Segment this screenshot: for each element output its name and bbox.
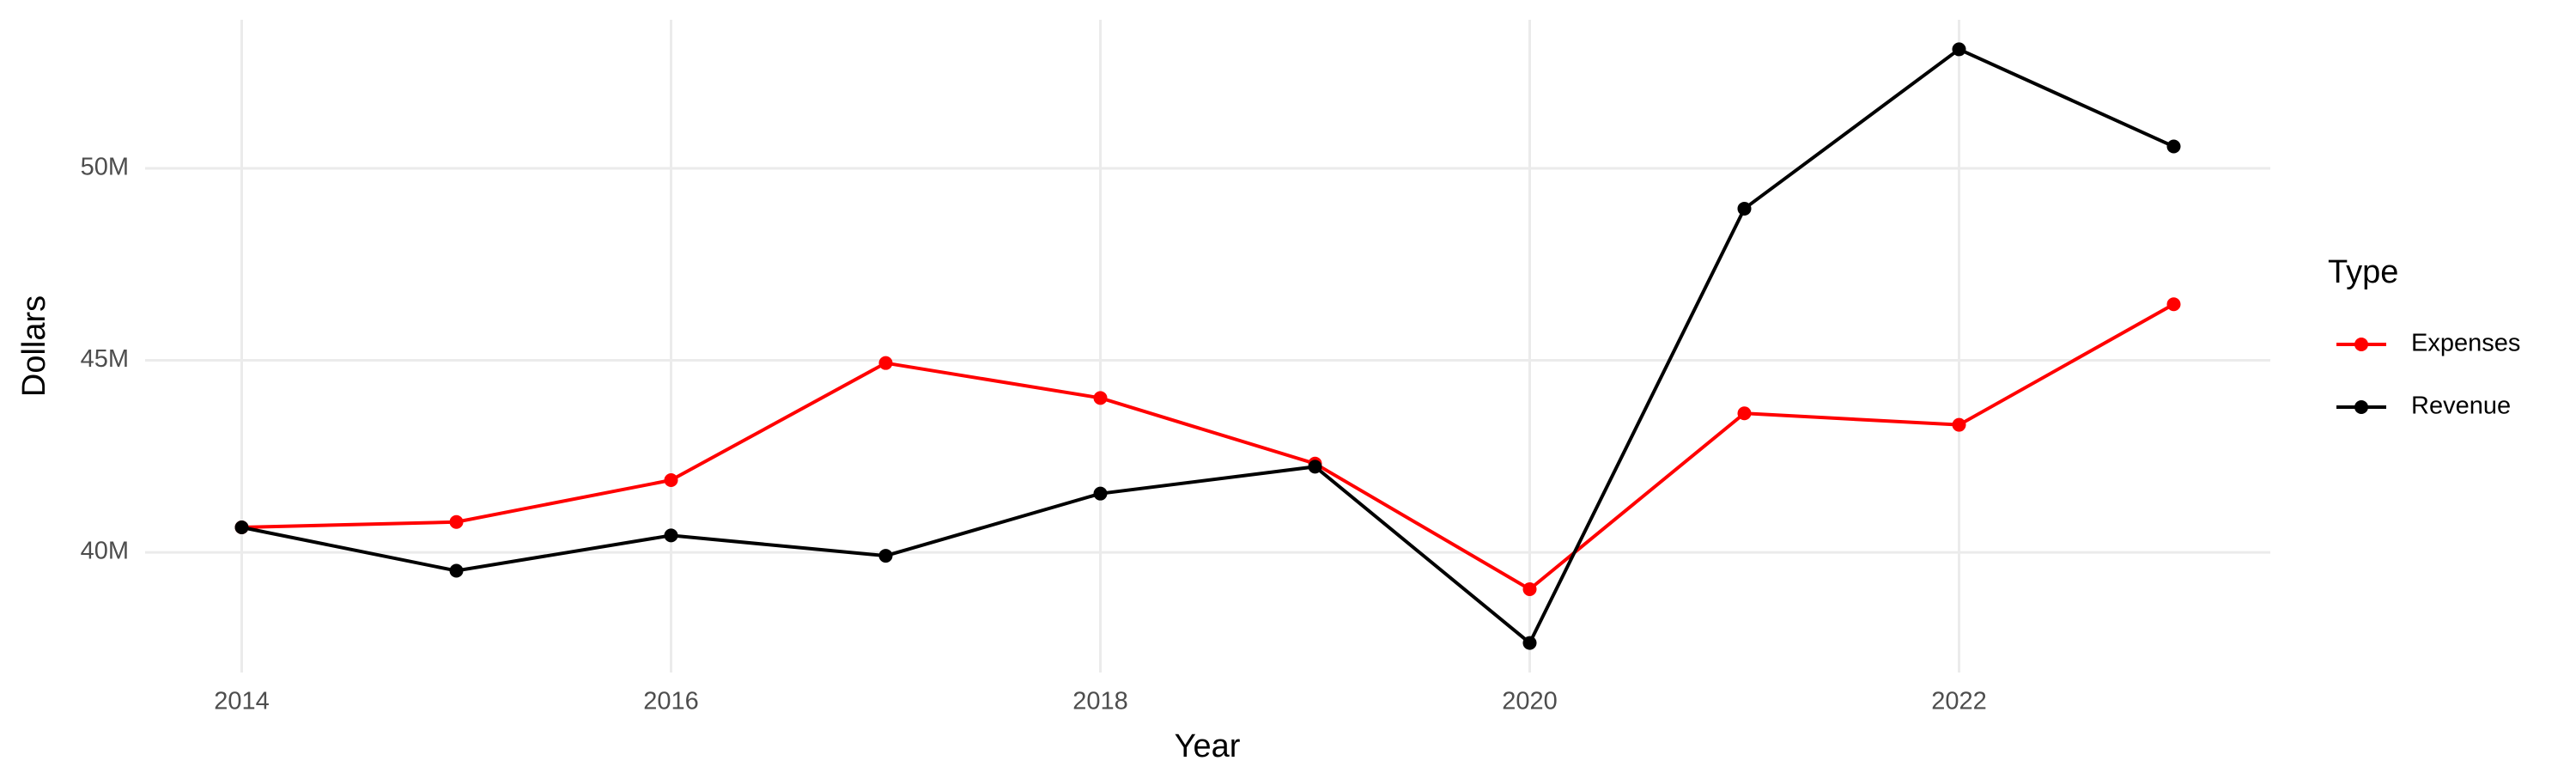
data-point [1737, 406, 1752, 421]
legend-title: Type [2328, 254, 2398, 290]
x-tick-label: 2020 [1502, 688, 1558, 715]
data-point [449, 514, 464, 529]
legend-key-point [2354, 338, 2368, 351]
legend-label: Expenses [2411, 330, 2520, 357]
data-point [1952, 42, 1966, 57]
grid [145, 20, 2270, 673]
data-point [1093, 486, 1108, 501]
data-point [1522, 636, 1537, 650]
data-point [1737, 201, 1752, 216]
y-tick-label: 45M [81, 345, 129, 373]
data-point [1952, 417, 1966, 432]
data-point [664, 528, 678, 543]
x-tick-label: 2022 [1931, 688, 1987, 715]
y-tick-label: 40M [81, 538, 129, 565]
data-point [2166, 139, 2181, 154]
series-line [241, 47, 2175, 646]
data-point [1308, 460, 1322, 474]
y-tick-label: 50M [81, 154, 129, 181]
data-point [664, 473, 678, 488]
legend-key-point [2354, 400, 2368, 414]
data-point [449, 563, 464, 578]
x-axis-title: Year [1175, 728, 1241, 764]
x-tick-label: 2014 [214, 688, 270, 715]
y-axis-title: Dollars [16, 295, 52, 397]
x-tick-label: 2016 [643, 688, 699, 715]
data-point [2166, 297, 2181, 312]
x-tick-label: 2018 [1072, 688, 1128, 715]
data-point [1093, 391, 1108, 405]
data-point [1522, 581, 1537, 596]
series-line [241, 302, 2175, 592]
data-point [878, 356, 893, 370]
data-point [878, 549, 893, 563]
data-point [234, 520, 249, 535]
legend-label: Revenue [2411, 393, 2511, 420]
